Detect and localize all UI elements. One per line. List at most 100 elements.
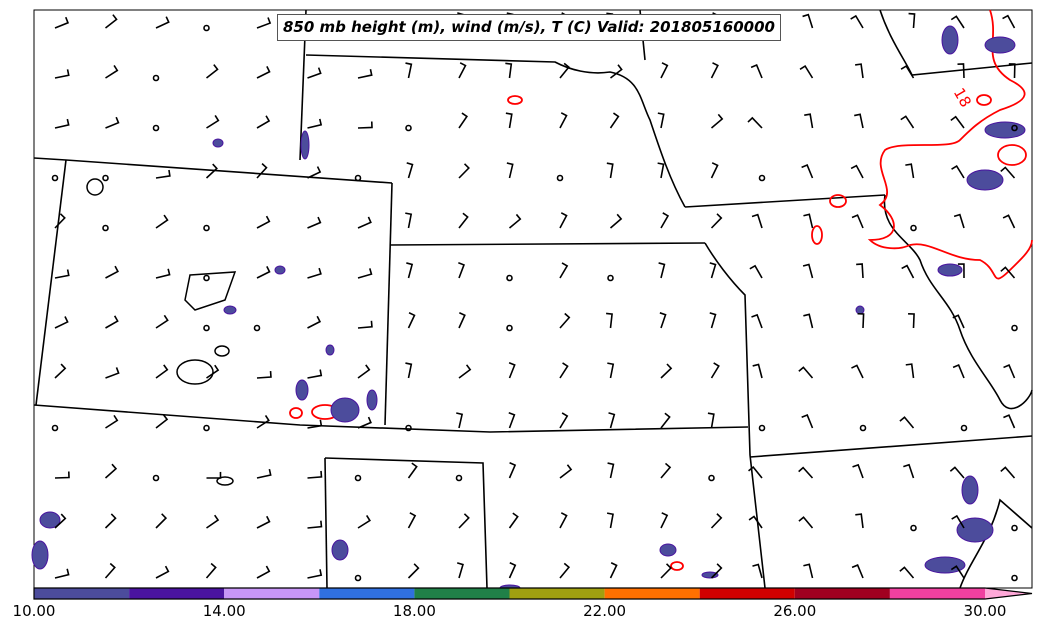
wind-barb: [803, 313, 814, 329]
colorbar-bin: [604, 588, 700, 599]
colorbar-bin: [889, 588, 985, 599]
wind-barb: [206, 115, 220, 129]
wind-barb: [54, 316, 69, 329]
wind-barb: [54, 269, 70, 279]
calm-wind-circle: [758, 424, 766, 432]
wind-barb: [105, 367, 120, 379]
calm-wind-circle: [203, 224, 210, 232]
wind-barb: [660, 563, 672, 579]
wind-barb: [660, 212, 670, 229]
calm-wind-circle: [910, 224, 917, 232]
calm-wind-circle: [708, 474, 715, 482]
wind-barb: [508, 512, 519, 529]
wind-barb: [1000, 266, 1016, 279]
wind-barb: [54, 568, 70, 579]
calm-wind-circle: [960, 424, 968, 432]
precip-area: [31, 540, 49, 570]
wind-barb: [710, 162, 719, 179]
wind-barb: [659, 312, 667, 329]
wind-barb: [751, 313, 763, 329]
wind-barb: [901, 264, 915, 279]
wind-barb: [407, 312, 416, 329]
calm-wind-circle: [1011, 524, 1018, 532]
wind-barb: [851, 364, 864, 379]
wind-barb: [155, 214, 169, 229]
wind-barb: [952, 314, 965, 329]
precip-area: [366, 389, 378, 411]
precip-area: [984, 36, 1016, 54]
wind-barb: [609, 112, 620, 129]
wind-barb: [804, 113, 814, 129]
wind-barb: [950, 15, 965, 29]
precip-area: [39, 511, 61, 529]
wind-barb: [850, 14, 864, 29]
colorbar-bin: [699, 588, 795, 599]
calm-wind-circle: [152, 74, 160, 82]
wind-barb: [1003, 414, 1016, 429]
calm-wind-circle: [51, 174, 59, 182]
wind-barb: [660, 412, 671, 429]
wind-barb: [750, 64, 763, 79]
wind-barb: [307, 67, 322, 79]
wind-barb: [660, 363, 673, 379]
wind-barb: [155, 565, 170, 579]
wind-barb: [660, 512, 669, 529]
wind-barb: [798, 466, 814, 479]
wind-barb: [155, 364, 169, 379]
wind-barb: [559, 62, 570, 79]
wind-barb: [609, 562, 618, 579]
wind-barb: [949, 466, 965, 479]
wind-barb: [458, 364, 472, 379]
wind-barb: [357, 216, 372, 229]
wind-barb: [357, 268, 373, 279]
wind-barb: [852, 463, 864, 479]
wind-barb: [1000, 166, 1016, 179]
wind-barb: [256, 66, 271, 79]
wind-barb: [710, 213, 723, 229]
wind-barb: [559, 312, 571, 329]
wind-barb: [256, 215, 271, 229]
wind-barb: [854, 113, 864, 129]
wind-barb: [899, 566, 915, 579]
colorbar-bin: [319, 588, 415, 599]
calm-wind-circle: [354, 474, 362, 482]
wind-barb: [747, 116, 763, 129]
wind-barb: [850, 164, 864, 179]
wind-barb: [307, 470, 323, 479]
wind-barb: [710, 113, 724, 129]
wind-barb: [559, 212, 568, 229]
wind-barb: [307, 520, 323, 529]
precip-area: [855, 305, 865, 315]
wind-barb: [957, 263, 965, 279]
wind-barb: [205, 163, 218, 179]
wind-barb: [903, 463, 915, 479]
wind-barb: [307, 267, 322, 279]
wind-barb: [607, 362, 615, 379]
wind-barb: [458, 163, 470, 179]
calm-wind-circle: [152, 474, 160, 482]
wind-barb: [407, 512, 417, 529]
height-contours: [86, 178, 237, 486]
calm-wind-circle: [859, 424, 867, 432]
calm-wind-circle: [152, 124, 160, 132]
colorbar-bin: [509, 588, 605, 599]
wind-barb: [798, 516, 814, 529]
wind-barb: [357, 121, 373, 129]
wind-barb: [803, 563, 814, 579]
wind-barb: [155, 268, 171, 279]
wind-barb: [406, 162, 414, 179]
wind-barb: [749, 264, 763, 279]
colorbar: [33, 587, 1033, 600]
wind-barb: [406, 262, 414, 279]
wind-barb: [155, 314, 169, 329]
wind-barb: [559, 562, 571, 579]
wind-barb: [559, 262, 569, 279]
wind-barb: [660, 462, 672, 479]
calm-wind-circle: [203, 324, 210, 332]
colorbar-bin: [34, 588, 130, 599]
calm-wind-circle: [758, 174, 766, 182]
wind-barb: [801, 413, 814, 429]
wind-barb: [559, 412, 569, 429]
wind-barb: [802, 263, 814, 279]
wind-barb: [407, 563, 420, 579]
